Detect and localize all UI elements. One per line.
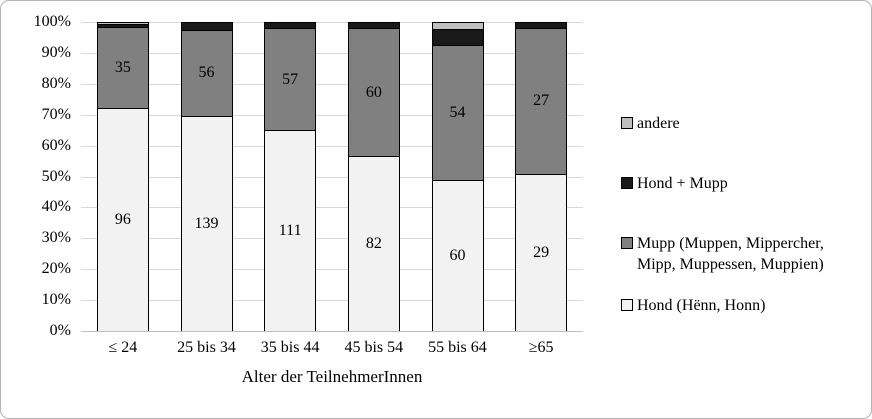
gridline [81,114,583,116]
bar-6: 29 27 [515,22,568,331]
bar-segment: 27 [515,27,568,174]
bar-segment [180,22,233,30]
legend-swatch-icon [621,177,633,189]
x-tick-label: 35 bis 44 [260,339,320,356]
data-label: 139 [194,215,219,233]
gridline [81,176,583,178]
gridline [81,52,583,54]
bar-segment: 54 [431,44,484,181]
legend-item: Hond (Hënn, Honn) [621,295,765,316]
y-tick-label: 90% [41,43,71,61]
x-tick-label: ≤ 24 [108,339,138,356]
bar-3: 111 57 [264,22,317,331]
x-tick-label: 45 bis 54 [344,339,404,356]
y-tick-label: 40% [41,198,71,216]
gridline [81,22,583,23]
data-label: 29 [533,243,550,261]
data-label: 35 [114,58,131,76]
gridline [81,207,583,209]
legend-item: Hond + Mupp [621,173,728,194]
data-label: 56 [198,64,215,82]
y-axis: 100% 90% 80% 70% 60% 50% 40% 30% 20% 10% 0% [1,13,71,339]
y-tick-label: 60% [41,136,71,154]
y-tick-label: 50% [41,167,71,185]
bar-segment: 96 [96,107,149,331]
data-label: 60 [449,247,466,265]
bar-segment [431,22,484,30]
legend-label: andere [637,115,680,132]
bar-segment [347,22,400,29]
y-tick-label: 20% [41,260,71,278]
bar-5: 60 54 [431,22,484,331]
bar-segment: 29 [515,173,568,331]
bar-segment: 56 [180,29,233,117]
bar-2: 139 56 [180,22,233,331]
bar-segment: 60 [347,28,400,157]
x-axis: ≤ 24 25 bis 34 35 bis 44 45 bis 54 55 bis 64… [81,339,583,357]
bar-1: 96 35 [96,22,149,331]
data-label: 111 [278,222,302,240]
data-label: 60 [365,83,382,101]
legend-swatch-icon [621,237,633,249]
y-tick-label: 10% [41,291,71,309]
data-label: 57 [282,70,299,88]
gridline [81,269,583,271]
y-tick-label: 0% [49,322,71,339]
bar-segment: 35 [96,26,149,108]
data-label: 27 [533,92,550,110]
data-label: 82 [365,235,382,253]
x-tick-label: 55 bis 64 [428,339,487,356]
x-tick-label: ≥65 [528,339,554,356]
gridline [81,238,583,240]
y-tick-label: 80% [41,74,71,92]
legend-swatch-icon [621,299,633,311]
bar-segment: 82 [347,156,400,331]
bar-4: 82 60 [347,22,400,331]
bar-segment [264,22,317,28]
gridline [81,300,583,302]
y-tick-label: 100% [33,13,71,30]
legend-label: Mupp (Muppen, Mippercher, Mipp, Muppessen… [637,235,824,273]
gridline [81,145,583,147]
y-tick-label: 30% [41,229,71,247]
y-tick-label: 70% [41,105,71,123]
bar-segment: 60 [431,180,484,331]
bar-segment [96,22,149,25]
data-label: 96 [114,210,131,228]
bar-segment: 57 [264,27,317,131]
bar-segment [96,24,149,27]
bar-segment [515,22,568,28]
data-label: 54 [449,103,466,121]
legend-swatch-icon [621,117,633,129]
legend-item: Mupp (Muppen, Mippercher, Mipp, Muppessen… [621,233,824,275]
plot-area: 96 35 139 56 111 57 82 60 60 54 29 27 [81,22,583,332]
legend-label: Hond (Hënn, Honn) [637,297,766,314]
legend-label: Hond + Mupp [637,175,728,192]
legend-item: andere [621,113,680,134]
x-tick-label: 25 bis 34 [177,339,236,356]
bar-segment [431,29,484,45]
x-axis-title: Alter der TeilnehmerInnen [241,367,423,386]
bar-segment: 111 [264,130,317,331]
bar-segment: 139 [180,116,233,331]
gridline [81,83,583,85]
gridline [81,331,583,332]
